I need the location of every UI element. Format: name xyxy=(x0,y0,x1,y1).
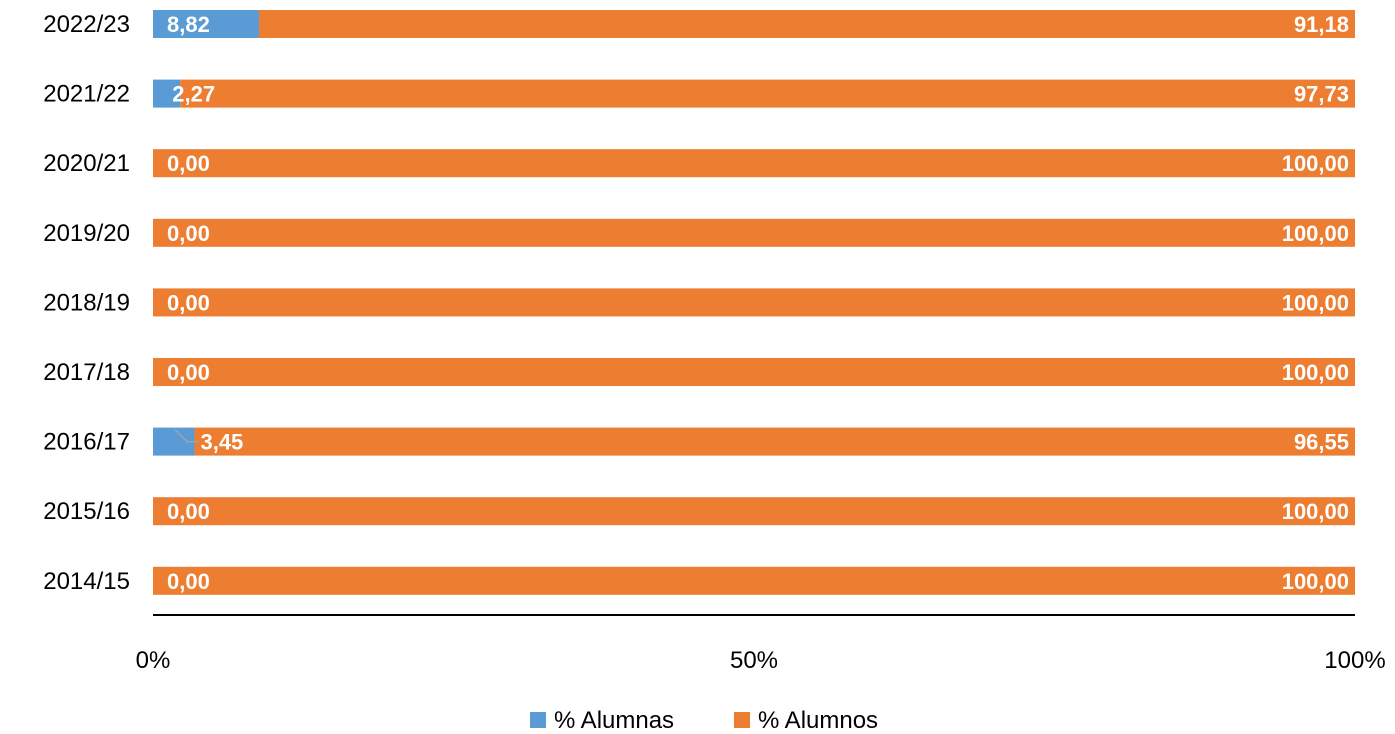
category-label: 2020/21 xyxy=(43,150,130,177)
legend-swatch xyxy=(734,712,750,728)
data-label-alumnos: 97,73 xyxy=(1294,82,1349,107)
bar-segment-alumnas xyxy=(153,10,260,38)
category-label: 2022/23 xyxy=(43,11,130,38)
data-label-alumnas: 0,00 xyxy=(167,569,210,594)
category-label: 2017/18 xyxy=(43,359,130,386)
data-label-alumnos: 96,55 xyxy=(1294,430,1349,455)
category-labels: 2022/23 2021/22 2020/21 2019/20 2018/19 2017/… xyxy=(43,11,130,595)
data-label-alumnos: 100,00 xyxy=(1282,290,1349,315)
category-label: 2021/22 xyxy=(43,81,130,108)
bar-segment-alumnos xyxy=(153,218,1355,247)
x-tick-label: 50% xyxy=(730,647,778,674)
data-label-alumnas: 0,00 xyxy=(167,151,210,176)
bar-segment-alumnos xyxy=(153,497,1355,526)
data-label-alumnas: 2,27 xyxy=(172,82,215,107)
category-label: 2016/17 xyxy=(43,429,130,456)
bars-group: 8,82 91,18 2,27 97,73 0,00 100,00 0,00 100,00 0,… xyxy=(153,10,1356,595)
legend-swatch xyxy=(530,712,546,728)
data-label-alumnos: 100,00 xyxy=(1282,151,1349,176)
bar-segment-alumnos xyxy=(153,358,1355,386)
data-label-alumnas: 0,00 xyxy=(167,499,210,524)
category-label: 2019/20 xyxy=(43,220,130,247)
bar-segment-alumnos xyxy=(153,149,1355,178)
category-label: 2014/15 xyxy=(43,568,130,595)
bar-segment-alumnos xyxy=(153,288,1355,317)
x-tick-labels: 0% 50% 100% xyxy=(136,647,1386,674)
bar-segment-alumnas xyxy=(153,79,181,108)
legend-label: % Alumnas xyxy=(554,707,674,734)
legend-item-alumnos: % Alumnos xyxy=(734,707,878,734)
data-label-alumnos: 100,00 xyxy=(1282,221,1349,246)
legend-item-alumnas: % Alumnas xyxy=(530,707,674,734)
category-label: 2018/19 xyxy=(43,289,130,316)
data-label-alumnos: 100,00 xyxy=(1282,569,1349,594)
data-label-alumnos: 91,18 xyxy=(1294,12,1349,37)
bar-segment-alumnos xyxy=(194,427,1355,456)
data-label-alumnas: 8,82 xyxy=(167,12,210,37)
data-label-alumnas: 0,00 xyxy=(167,360,210,385)
data-label-alumnas: 0,00 xyxy=(167,290,210,315)
bar-segment-alumnos xyxy=(259,10,1356,38)
data-label-alumnas: 0,00 xyxy=(167,221,210,246)
legend: % Alumnas % Alumnos xyxy=(530,707,878,734)
legend-label: % Alumnos xyxy=(758,707,878,734)
bar-segment-alumnos xyxy=(153,566,1355,595)
data-label-alumnos: 100,00 xyxy=(1282,499,1349,524)
x-tick-label: 0% xyxy=(136,647,171,674)
data-label-leader-line xyxy=(174,429,199,443)
category-label: 2015/16 xyxy=(43,498,130,525)
data-label-alumnos: 100,00 xyxy=(1282,360,1349,385)
bar-segment-alumnos xyxy=(180,79,1355,108)
data-label-alumnas: 3,45 xyxy=(200,430,243,455)
x-tick-label: 100% xyxy=(1324,647,1385,674)
